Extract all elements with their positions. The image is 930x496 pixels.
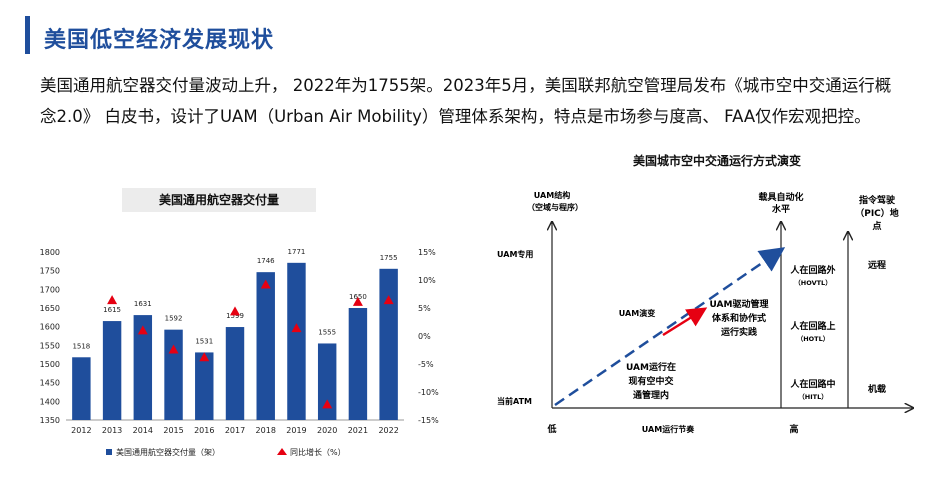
start-box-line-2: 现有空中交: [628, 375, 673, 387]
growth-marker: [107, 295, 118, 305]
bar-value-label: 1631: [134, 300, 152, 308]
automation-level-3: 人在回路中: [789, 378, 835, 390]
right-axis-tick: -10%: [418, 388, 439, 397]
left-axis-tick: 1600: [40, 323, 60, 332]
pic-level-remote: 远程: [868, 259, 886, 271]
left-axis-tick: 1500: [40, 360, 60, 369]
legend-marker-label: 同比增长（%）: [290, 447, 346, 457]
bar: [256, 272, 275, 420]
page-title: 美国低空经济发展现状: [44, 28, 275, 53]
legend-marker-swatch: [277, 448, 287, 455]
left-axis-tick: 1400: [40, 397, 60, 406]
y-axis-label-2: （空域与程序）: [527, 202, 583, 212]
pic-label-1: 指令驾驶: [859, 194, 896, 206]
category-label: 2020: [317, 426, 337, 435]
y-axis-label-1: UAM结构: [534, 190, 570, 200]
end-box-line-1: UAM驱动管理: [710, 298, 769, 310]
right-axis-tick: -15%: [418, 416, 439, 425]
pic-level-onboard: 机载: [868, 383, 886, 395]
right-axis-tick: 15%: [418, 248, 436, 257]
title-accent-bar: [25, 16, 30, 54]
automation-level-3-abbr: （HITL）: [798, 393, 827, 401]
category-label: 2014: [133, 426, 153, 435]
growth-marker: [168, 344, 179, 354]
right-axis-tick: 0%: [418, 332, 431, 341]
category-label: 2018: [256, 426, 276, 435]
category-label: 2021: [348, 426, 368, 435]
bar: [225, 327, 245, 420]
bar-value-label: 1615: [103, 306, 121, 314]
start-box-line-3: 通管理内: [633, 389, 669, 401]
bar-value-label: 1531: [195, 337, 213, 345]
diagram-title: 美国城市空中交通运行方式演变: [633, 153, 801, 168]
bar: [379, 268, 398, 420]
bar: [348, 308, 368, 420]
growth-marker: [230, 306, 240, 316]
pic-label-2: （PIC）地: [855, 207, 899, 219]
growth-marker: [352, 296, 363, 306]
left-axis-tick: 1550: [40, 341, 60, 350]
right-axis-tick: 5%: [418, 304, 431, 313]
evolution-label: UAM演变: [619, 308, 655, 318]
bar: [72, 357, 91, 420]
growth-marker: [383, 295, 394, 305]
legend-bar-label: 美国通用航空器交付量（架）: [116, 447, 220, 457]
left-axis-tick: 1800: [40, 248, 60, 257]
y-level-uam-dedicated: UAM专用: [497, 249, 533, 259]
growth-marker: [199, 352, 210, 362]
bar: [102, 321, 122, 420]
bar: [133, 315, 153, 420]
left-axis-tick: 1750: [40, 267, 60, 276]
growth-marker: [322, 399, 333, 409]
bar-value-label: 1746: [257, 257, 275, 265]
category-label: 2022: [378, 426, 398, 435]
end-box-line-3: 运行实践: [721, 326, 757, 338]
pic-label-3: 点: [872, 220, 881, 232]
x-end-low: 低: [546, 423, 556, 435]
category-label: 2013: [102, 426, 122, 435]
evolution-dashed-line: [554, 247, 786, 407]
bar: [164, 329, 183, 420]
category-label: 2012: [71, 426, 91, 435]
bar-value-label: 1650: [349, 293, 367, 301]
automation-level-1: 人在回路外: [789, 264, 835, 276]
bar-value-label: 1599: [226, 312, 244, 320]
automation-label-2: 水平: [772, 203, 790, 215]
bar-value-label: 1592: [165, 315, 183, 323]
automation-label-1: 载具自动化: [758, 191, 803, 203]
left-axis-tick: 1350: [40, 416, 60, 425]
category-label: 2019: [286, 426, 306, 435]
left-axis-tick: 1450: [40, 379, 60, 388]
automation-level-2-abbr: （HOTL）: [797, 335, 830, 343]
bar-chart-title: 美国通用航空器交付量: [122, 188, 316, 212]
intro-paragraph: 美国通用航空器交付量波动上升， 2022年为1755架。2023年5月，美国联邦…: [40, 76, 892, 126]
growth-marker: [260, 279, 271, 289]
start-box-line-1: UAM运行在: [626, 361, 676, 373]
bar-value-label: 1771: [288, 248, 306, 256]
bar: [287, 262, 306, 420]
right-axis-tick: -5%: [418, 360, 434, 369]
bar-value-label: 1518: [72, 342, 90, 350]
automation-level-1-abbr: （HOVTL）: [794, 279, 831, 287]
x-end-high: 高: [789, 423, 798, 435]
category-label: 2017: [225, 426, 245, 435]
growth-marker: [291, 323, 302, 333]
legend-bar-swatch: [106, 449, 112, 455]
left-axis-tick: 1650: [40, 304, 60, 313]
bar: [317, 343, 337, 420]
end-box-line-2: 体系和协作式: [712, 312, 766, 324]
evolution-red-arrow: [662, 307, 708, 337]
bar-value-label: 1755: [380, 254, 398, 262]
bar: [195, 352, 214, 420]
category-label: 2015: [163, 426, 183, 435]
category-label: 2016: [194, 426, 214, 435]
growth-marker: [137, 325, 148, 335]
y-level-current-atm: 当前ATM: [497, 396, 532, 406]
x-axis-label: UAM运行节奏: [642, 424, 695, 434]
automation-level-2: 人在回路上: [789, 320, 835, 332]
left-axis-tick: 1700: [40, 285, 60, 294]
right-axis-tick: 10%: [418, 276, 436, 285]
bar-value-label: 1555: [318, 328, 336, 336]
